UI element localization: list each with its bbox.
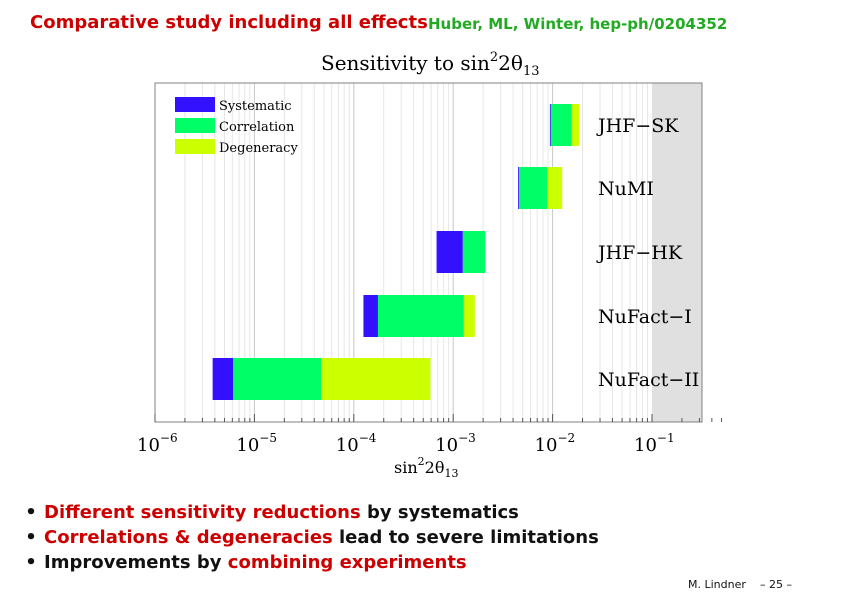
tick-base: 10 — [435, 435, 458, 456]
title-exponent: 2 — [490, 50, 498, 65]
xlabel-exponent: 2 — [418, 455, 425, 468]
systematic-segment — [436, 231, 463, 273]
plot-frame — [154, 82, 703, 423]
xlabel-text: sin — [394, 458, 418, 477]
correlation-segment — [550, 104, 572, 146]
tick-exponent: −2 — [558, 431, 576, 445]
tick-exponent: −3 — [458, 431, 476, 445]
category-label: NuFact−II — [598, 369, 699, 391]
legend-label: Degeneracy — [219, 141, 298, 156]
bullet-highlight: Different sensitivity reductions — [44, 502, 361, 523]
x-tick-label: 10−4 — [336, 431, 377, 456]
bullet-text: Improvements by — [44, 552, 228, 573]
xlabel-text: 2θ — [425, 458, 445, 477]
title-text: 2θ — [498, 51, 523, 75]
tick-exponent: −4 — [359, 431, 377, 445]
legend-swatch — [175, 118, 215, 133]
systematic-segment — [518, 167, 520, 209]
tick-base: 10 — [535, 435, 558, 456]
degeneracy-segment — [571, 104, 580, 146]
legend-swatch — [175, 139, 215, 154]
footer-page-number: – 25 – — [760, 578, 792, 591]
category-label: JHF−SK — [596, 115, 679, 137]
category-label: NuFact−I — [598, 306, 692, 328]
x-tick-label: 10−5 — [236, 431, 277, 456]
x-tick-label: 10−3 — [435, 431, 476, 456]
x-tick-label: 10−2 — [535, 431, 576, 456]
slide-title: Comparative study including all effects — [30, 12, 428, 33]
legend-label: Systematic — [219, 99, 292, 114]
bullet-text: by systematics — [360, 502, 519, 523]
bullet-icon: • — [25, 552, 37, 573]
title-text: Sensitivity to sin — [321, 51, 490, 75]
tick-exponent: −6 — [160, 431, 178, 445]
tick-base: 10 — [137, 435, 160, 456]
tick-base: 10 — [634, 435, 657, 456]
x-tick-label: 10−1 — [634, 431, 675, 456]
degeneracy-segment — [547, 167, 563, 209]
systematic-segment — [363, 295, 378, 337]
shaded-region — [652, 83, 702, 422]
degeneracy-segment — [463, 295, 475, 337]
bullet-highlight: combining experiments — [227, 552, 467, 573]
bullet-item: • Different sensitivity reductions by sys… — [18, 500, 599, 525]
tick-base: 10 — [336, 435, 359, 456]
title-subscript: 13 — [523, 64, 540, 79]
correlation-segment — [377, 295, 464, 337]
bullet-text: lead to severe limitations — [332, 527, 599, 548]
bullet-icon: • — [25, 527, 37, 548]
tick-exponent: −5 — [259, 431, 277, 445]
legend-swatch — [175, 97, 215, 112]
systematic-segment — [212, 358, 234, 400]
x-axis-label: sin22θ13 — [394, 455, 458, 480]
bullet-highlight: Correlations & degeneracies — [44, 527, 333, 548]
x-tick-label: 10−6 — [137, 431, 178, 456]
tick-base: 10 — [236, 435, 259, 456]
correlation-segment — [233, 358, 322, 400]
systematic-segment — [549, 104, 551, 146]
footer-author: M. Lindner — [688, 578, 746, 591]
chart-title: Sensitivity to sin22θ13 — [321, 50, 539, 79]
correlation-segment — [519, 167, 548, 209]
tick-exponent: −1 — [657, 431, 675, 445]
correlation-segment — [462, 231, 486, 273]
bullet-item: • Correlations & degeneracies lead to sev… — [18, 525, 599, 550]
degeneracy-segment — [321, 358, 431, 400]
reference-citation: Huber, ML, Winter, hep-ph/0204352 — [428, 15, 728, 33]
bullet-item: • Improvements by combining experiments — [18, 550, 599, 575]
category-label: JHF−HK — [596, 242, 683, 264]
legend-label: Correlation — [219, 120, 295, 135]
category-label: NuMI — [598, 178, 654, 200]
bullet-icon: • — [25, 502, 37, 523]
xlabel-subscript: 13 — [444, 467, 458, 480]
bullet-list: • Different sensitivity reductions by sys… — [18, 500, 599, 575]
